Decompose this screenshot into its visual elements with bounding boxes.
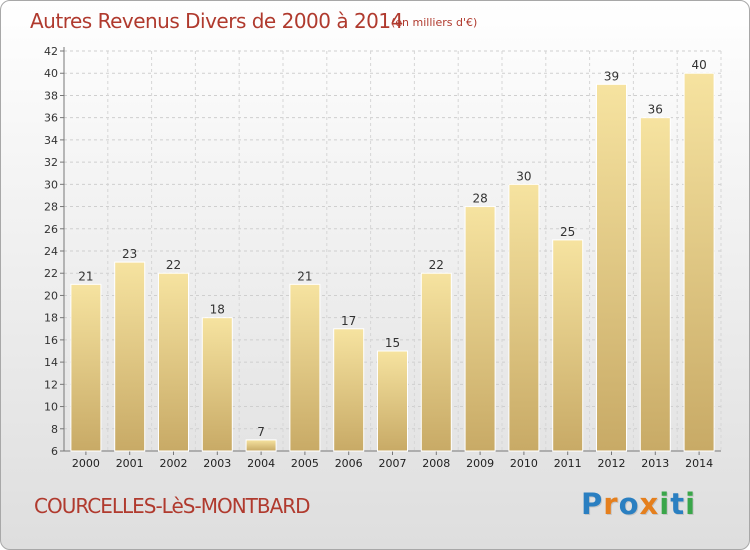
data-label: 15 (385, 336, 400, 350)
data-label: 39 (604, 69, 619, 83)
bar (683, 72, 715, 452)
x-tick-label: 2012 (598, 457, 626, 470)
bar (158, 272, 189, 452)
x-tick-label: 2004 (247, 457, 275, 470)
bar (333, 328, 365, 452)
y-tick-label: 40 (44, 67, 58, 80)
y-tick-label: 6 (51, 445, 58, 458)
y-tick-label: 36 (44, 112, 58, 125)
x-tick-label: 2010 (510, 457, 538, 470)
bar (464, 206, 496, 452)
bar (420, 272, 452, 452)
y-tick-label: 14 (44, 356, 58, 369)
bar (596, 83, 627, 452)
x-tick-label: 2007 (379, 457, 407, 470)
y-tick-label: 32 (44, 156, 58, 169)
y-tick-label: 12 (44, 378, 58, 391)
chart-title: Autres Revenus Divers de 2000 à 2014 (30, 9, 403, 33)
x-tick-label: 2013 (641, 457, 669, 470)
bar (552, 239, 584, 452)
x-tick-label: 2009 (466, 457, 494, 470)
x-tick-label: 2011 (554, 457, 582, 470)
data-label: 22 (166, 258, 181, 272)
bars (70, 72, 715, 452)
data-label: 22 (429, 258, 444, 272)
x-tick-label: 2008 (422, 457, 450, 470)
y-tick-label: 18 (44, 312, 58, 325)
data-label: 30 (516, 169, 531, 183)
commune-name: COURCELLES-LèS-MONTBARD (34, 494, 311, 518)
bar (289, 283, 321, 452)
data-label: 17 (341, 314, 356, 328)
y-tick-label: 24 (44, 245, 58, 258)
x-tick-labels: 2000 2001 2002 2003 2004 2005 2006 2007 2008 2009… (72, 457, 713, 470)
data-label: 21 (78, 269, 93, 283)
data-label: 36 (648, 103, 663, 117)
x-tick-label: 2001 (116, 457, 144, 470)
brand-letter: x (639, 487, 660, 521)
brand-letter: t (670, 487, 686, 521)
brand-logo: Proxiti (581, 487, 696, 521)
y-tick-label: 42 (44, 45, 58, 58)
bar (639, 117, 671, 452)
y-tick-label: 28 (44, 201, 58, 214)
x-tick-label: 2000 (72, 457, 100, 470)
y-tick-label: 30 (44, 178, 58, 191)
bar (377, 350, 408, 452)
x-tick-label: 2005 (291, 457, 319, 470)
bar (201, 317, 233, 452)
brand-letter: i (685, 487, 697, 521)
y-tick-label: 34 (44, 134, 58, 147)
y-tick-label: 38 (44, 89, 58, 102)
y-tick-label: 16 (44, 334, 58, 347)
y-tick-label: 10 (44, 401, 58, 414)
bar (508, 183, 540, 452)
bar (245, 439, 277, 452)
data-label: 25 (560, 225, 575, 239)
data-label: 21 (297, 269, 312, 283)
x-tick-label: 2002 (160, 457, 188, 470)
y-tick-label: 26 (44, 223, 58, 236)
data-label: 40 (691, 58, 706, 72)
data-label: 28 (472, 192, 487, 206)
x-tick-label: 2014 (685, 457, 713, 470)
chart-subtitle: (en milliers d'€) (391, 16, 478, 29)
y-tick-label: 20 (44, 289, 58, 302)
brand-letter: r (603, 487, 619, 521)
data-labels: 21 23 22 18 7 21 17 15 22 28 30 25 39 36 40 (78, 58, 706, 439)
bar (70, 283, 102, 452)
brand-letter: o (618, 487, 640, 521)
brand-letter: P (581, 487, 604, 521)
data-label: 23 (122, 247, 137, 261)
x-tick-label: 2006 (335, 457, 363, 470)
x-tick-label: 2003 (203, 457, 231, 470)
y-tick-label: 22 (44, 267, 58, 280)
y-tick-label: 8 (51, 423, 58, 436)
data-label: 7 (257, 425, 265, 439)
bar (114, 261, 146, 452)
brand-letter: i (659, 487, 671, 521)
y-tick-labels: 6 8 10 12 14 16 18 20 22 24 26 28 30 32 34 36 38 40 42 (44, 45, 58, 458)
data-label: 18 (210, 303, 225, 317)
